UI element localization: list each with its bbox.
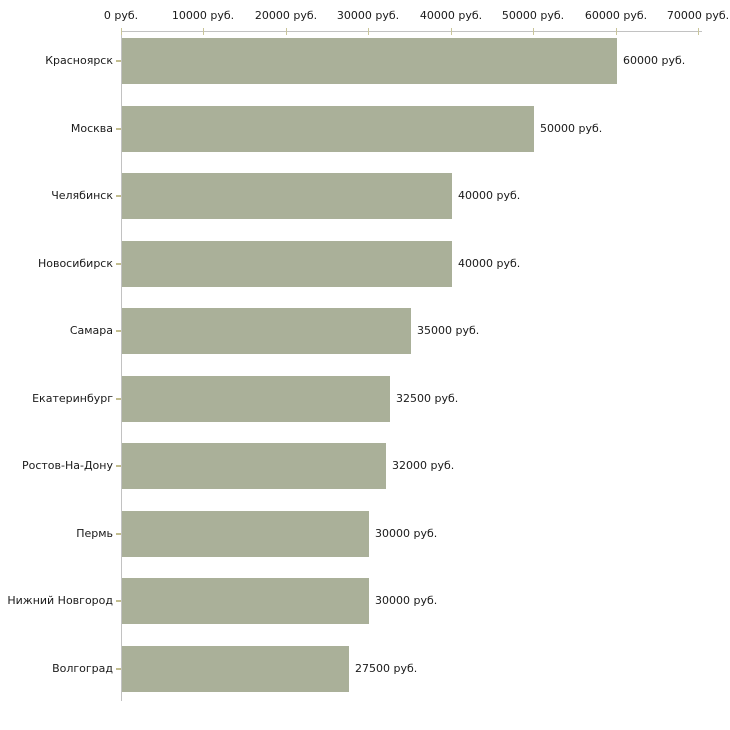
category-label: Волгоград [52, 662, 113, 675]
category-label: Челябинск [51, 189, 113, 202]
bar-5 [122, 308, 411, 354]
x-axis-tick [533, 28, 534, 35]
value-label: 60000 руб. [623, 54, 686, 67]
x-axis-tick-label: 20000 руб. [254, 9, 318, 22]
bar-6 [122, 376, 390, 422]
category-tick [116, 263, 121, 265]
x-axis-tick [286, 28, 287, 35]
x-axis-tick-label: 70000 руб. [666, 9, 730, 22]
category-label: Красноярск [45, 54, 113, 67]
category-label: Пермь [76, 527, 113, 540]
category-tick [116, 128, 121, 130]
value-label: 35000 руб. [417, 324, 480, 337]
x-axis-tick-label: 30000 руб. [336, 9, 400, 22]
x-axis-tick-label: 60000 руб. [584, 9, 648, 22]
category-tick [116, 330, 121, 332]
bar-1 [122, 38, 617, 84]
category-tick [116, 668, 121, 670]
category-label: Москва [70, 122, 113, 135]
category-tick [116, 60, 121, 62]
category-label: Новосибирск [37, 257, 113, 270]
bar-2 [122, 106, 534, 152]
value-label: 40000 руб. [458, 189, 521, 202]
value-label: 50000 руб. [540, 122, 603, 135]
x-axis-tick-label: 10000 руб. [171, 9, 235, 22]
x-axis-tick-label: 0 руб. [103, 9, 139, 22]
bar-10 [122, 646, 349, 692]
category-tick [116, 195, 121, 197]
bar-4 [122, 241, 452, 287]
x-axis-tick [368, 28, 369, 35]
value-label: 30000 руб. [375, 594, 438, 607]
category-label: Ростов-На-Дону [21, 459, 113, 472]
x-axis-tick [698, 28, 699, 35]
value-label: 32000 руб. [392, 459, 455, 472]
x-axis-tick [121, 28, 122, 35]
y-axis-line [121, 31, 122, 701]
category-label: Самара [69, 324, 113, 337]
category-label: Нижний Новгород [7, 594, 113, 607]
x-axis-tick-label: 50000 руб. [501, 9, 565, 22]
bar-3 [122, 173, 452, 219]
category-tick [116, 533, 121, 535]
x-axis-tick [616, 28, 617, 35]
category-label: Екатеринбург [32, 392, 113, 405]
category-tick [116, 600, 121, 602]
x-axis-line [121, 31, 702, 32]
value-label: 32500 руб. [396, 392, 459, 405]
value-label: 27500 руб. [355, 662, 418, 675]
value-label: 40000 руб. [458, 257, 521, 270]
bar-8 [122, 511, 369, 557]
x-axis-tick [451, 28, 452, 35]
category-tick [116, 398, 121, 400]
bar-9 [122, 578, 369, 624]
bar-7 [122, 443, 386, 489]
value-label: 30000 руб. [375, 527, 438, 540]
x-axis-tick [203, 28, 204, 35]
x-axis-tick-label: 40000 руб. [419, 9, 483, 22]
category-tick [116, 465, 121, 467]
